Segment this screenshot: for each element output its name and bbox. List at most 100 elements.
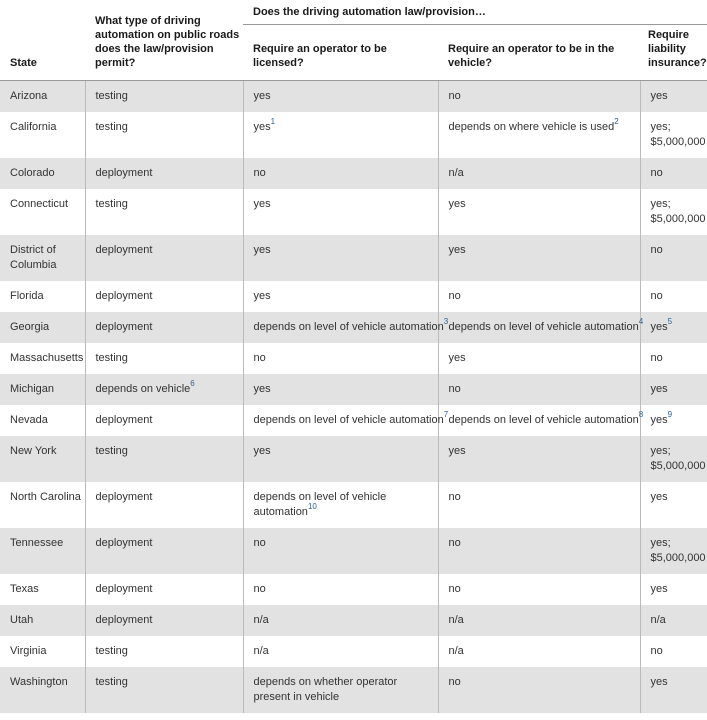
table-row: Utah deployment n/a n/a n/a xyxy=(0,605,707,636)
cell-insurance: yes; $5,000,000 xyxy=(639,112,707,158)
cell-type: testing xyxy=(84,112,243,158)
group-header-title: Does the driving automation law/provisio… xyxy=(243,0,707,25)
cell-state: Nevada xyxy=(10,414,48,426)
footnote-ref[interactable]: 6 xyxy=(190,379,195,389)
cell-in-vehicle: depends on level of vehicle automation4 xyxy=(437,312,644,343)
table-row: Washington testing depends on whether oper… xyxy=(0,667,707,713)
cell-licensed: depends on whether operator present in v… xyxy=(242,667,438,713)
cell-state: Texas xyxy=(10,583,39,595)
footnote-ref[interactable]: 5 xyxy=(667,317,673,327)
footnote-ref[interactable]: 10 xyxy=(307,502,317,512)
cell-type: deployment xyxy=(84,312,243,343)
footnote-ref[interactable]: 1 xyxy=(270,117,276,127)
footnote-ref[interactable]: 2 xyxy=(614,117,619,127)
table-row: Arizona testing yes no yes xyxy=(0,81,707,112)
cell-type: deployment xyxy=(84,574,243,605)
cell-insurance: no xyxy=(639,235,707,281)
footnote-ref[interactable]: 4 xyxy=(638,317,644,327)
cell-licensed: no xyxy=(242,528,438,574)
cell-state: Utah xyxy=(10,614,34,626)
cell-state: District of Columbia xyxy=(10,244,57,271)
table-row: Georgia deployment depends on level of veh… xyxy=(0,312,707,343)
cell-type: testing xyxy=(84,343,243,374)
cell-in-vehicle: no xyxy=(437,667,640,713)
table-row: California testing yes1 depends on where ve… xyxy=(0,112,707,158)
cell-in-vehicle: no xyxy=(437,374,640,405)
footnote-ref[interactable]: 8 xyxy=(638,410,644,420)
cell-state: North Carolina xyxy=(10,491,81,503)
table-row: Virginia testing n/a n/a no xyxy=(0,636,707,667)
cell-type: deployment xyxy=(84,235,243,281)
cell-licensed: yes xyxy=(242,281,438,312)
cell-state: Georgia xyxy=(10,321,50,333)
table-row: District of Columbia deployment yes yes no xyxy=(0,235,707,281)
cell-state: Tennessee xyxy=(10,537,64,549)
cell-state: California xyxy=(10,121,57,133)
cell-insurance: yes5 xyxy=(639,312,707,343)
cell-licensed: depends on level of vehicle automation7 xyxy=(242,405,448,436)
table-row: North Carolina deployment depends on level… xyxy=(0,482,707,528)
table-row: Nevada deployment depends on level of vehi… xyxy=(0,405,707,436)
cell-licensed: yes xyxy=(242,436,438,482)
cell-state: Florida xyxy=(10,290,44,302)
table-row: Florida deployment yes no no xyxy=(0,281,707,312)
footnote-ref[interactable]: 3 xyxy=(443,317,449,327)
cell-state: Massachusetts xyxy=(10,352,84,364)
cell-in-vehicle: no xyxy=(437,281,640,312)
cell-state: Virginia xyxy=(10,645,47,657)
cell-licensed: no xyxy=(242,158,438,189)
table-row: Colorado deployment no n/a no xyxy=(0,158,707,189)
footnote-ref[interactable]: 7 xyxy=(443,410,449,420)
table-row: Michigan depends on vehicle6 yes no yes xyxy=(0,374,707,405)
cell-licensed: depends on level of vehicle automation10 xyxy=(242,482,438,528)
table-row: New York testing yes yes yes; $5,000,000 xyxy=(0,436,707,482)
cell-state: New York xyxy=(10,445,57,457)
cell-insurance: no xyxy=(639,636,707,667)
cell-licensed: yes xyxy=(242,235,438,281)
cell-insurance: yes; $5,000,000 xyxy=(639,436,707,482)
cell-insurance: yes9 xyxy=(639,405,707,436)
cell-insurance: yes; $5,000,000 xyxy=(639,189,707,235)
cell-state: Michigan xyxy=(10,383,55,395)
cell-licensed: yes xyxy=(242,189,438,235)
cell-type: deployment xyxy=(84,158,243,189)
col-header-state: State xyxy=(10,57,37,69)
cell-in-vehicle: n/a xyxy=(437,636,640,667)
cell-in-vehicle: n/a xyxy=(437,605,640,636)
cell-in-vehicle: yes xyxy=(437,436,640,482)
cell-in-vehicle: no xyxy=(437,482,640,528)
cell-type: testing xyxy=(84,667,243,713)
cell-type: testing xyxy=(84,436,243,482)
cell-licensed: depends on level of vehicle automation3 xyxy=(242,312,448,343)
sub-header-row: Require an operator to be licensed? Requ… xyxy=(243,25,707,80)
table-row: Texas deployment no no yes xyxy=(0,574,707,605)
cell-in-vehicle: yes xyxy=(437,189,640,235)
col-header-liability-insurance: Require liability insurance? xyxy=(648,29,707,69)
cell-state: Connecticut xyxy=(10,198,69,210)
cell-insurance: yes xyxy=(639,482,707,528)
state-law-data-table: Arizona testing yes no yes California testing y… xyxy=(0,81,707,713)
cell-insurance: no xyxy=(639,343,707,374)
cell-licensed: yes xyxy=(242,374,438,405)
cell-insurance: yes xyxy=(639,574,707,605)
cell-insurance: yes xyxy=(639,667,707,713)
col-header-operator-licensed: Require an operator to be licensed? xyxy=(253,43,387,69)
cell-type: deployment xyxy=(84,528,243,574)
cell-type: depends on vehicle6 xyxy=(84,374,243,405)
cell-insurance: yes xyxy=(639,81,707,112)
cell-state: Arizona xyxy=(10,90,48,102)
cell-licensed: yes xyxy=(242,81,438,112)
cell-in-vehicle: yes xyxy=(437,343,640,374)
cell-type: deployment xyxy=(84,605,243,636)
cell-in-vehicle: depends on where vehicle is used2 xyxy=(437,112,640,158)
table-row: Connecticut testing yes yes yes; $5,000,000 xyxy=(0,189,707,235)
table-header: State What type of driving automation on… xyxy=(0,0,707,81)
cell-type: deployment xyxy=(84,405,243,436)
cell-licensed: yes1 xyxy=(242,112,438,158)
cell-state: Colorado xyxy=(10,167,55,179)
cell-in-vehicle: depends on level of vehicle automation8 xyxy=(437,405,644,436)
footnote-ref[interactable]: 9 xyxy=(667,410,673,420)
col-header-permit-type: What type of driving automation on publi… xyxy=(95,15,240,69)
cell-insurance: no xyxy=(639,158,707,189)
